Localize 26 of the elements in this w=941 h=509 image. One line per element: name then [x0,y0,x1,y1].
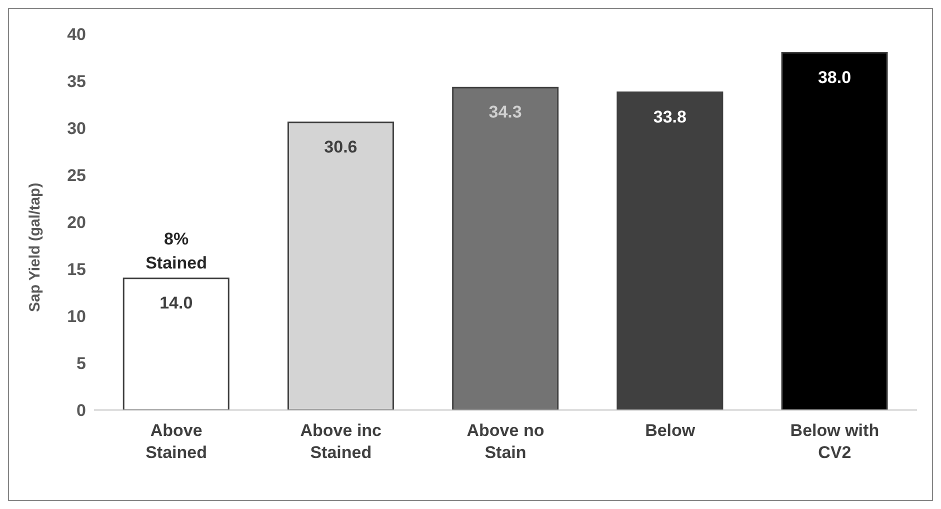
y-tick-label: 25 [67,166,86,186]
y-tick-label: 10 [67,307,86,326]
bar [287,122,394,410]
data-label: 14.0 [160,293,193,312]
x-tick-label: Above inc Stained [300,421,382,462]
data-label: 30.6 [324,137,358,156]
y-tick-label: 30 [67,119,86,138]
y-tick-label: 5 [76,354,86,374]
x-tick-label: Below [645,421,696,440]
y-tick-label: 0 [76,401,86,420]
bar [616,92,724,410]
bar [781,52,888,410]
x-tick-label: Above Stained [146,421,208,462]
bar [452,86,559,410]
y-tick-label: 40 [67,25,86,44]
y-tick-label: 35 [67,72,86,92]
annotation: 8% Stained [146,229,208,272]
y-tick-label: 15 [67,260,86,280]
data-label: 33.8 [653,107,686,126]
y-axis-title: Sap Yield (gal/tap) [26,182,44,312]
data-label: 38.0 [818,68,852,87]
x-tick-label: Below with CV2 [790,421,880,462]
x-tick-label: Above no Stain [466,421,544,462]
data-label: 34.3 [488,102,522,122]
y-tick-label: 20 [67,213,86,232]
bar [122,278,230,410]
